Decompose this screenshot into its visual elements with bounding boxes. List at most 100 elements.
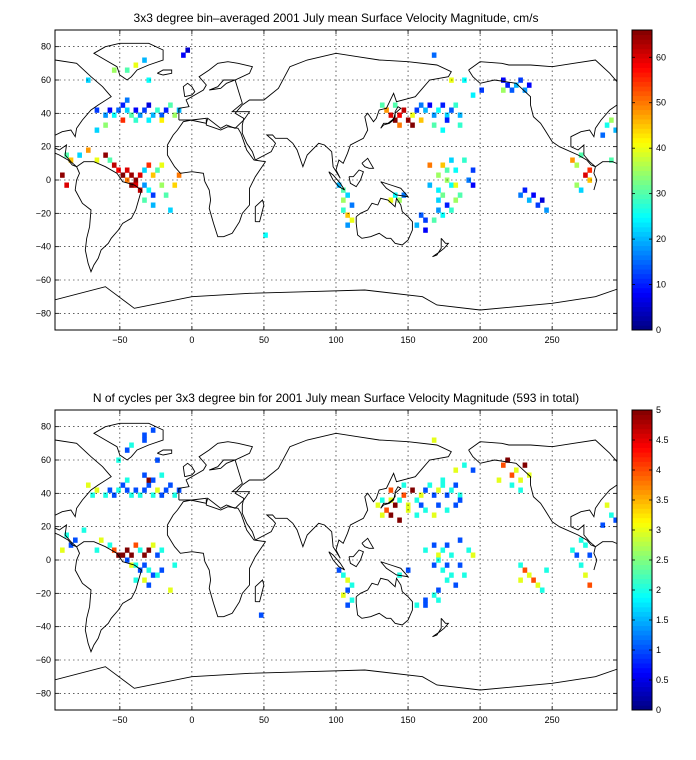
x-tick-label: 100 [328, 335, 343, 345]
colorbar-swatch [632, 95, 652, 101]
colorbar-swatch [632, 231, 652, 237]
colorbar-swatch [632, 198, 652, 204]
coastline [361, 537, 375, 549]
heatmap-cell [345, 587, 350, 593]
heatmap-cell [159, 547, 165, 553]
heatmap-cell [609, 117, 614, 123]
coastline [355, 577, 413, 626]
colorbar-swatch [632, 109, 652, 115]
heatmap-cell [349, 202, 355, 208]
colorbar-swatch [632, 133, 652, 139]
colorbar-swatch [632, 616, 652, 622]
heatmap-cell [150, 477, 156, 483]
colorbar-swatch [632, 550, 652, 556]
colorbar-swatch [632, 588, 652, 594]
colorbar-swatch [632, 564, 652, 570]
colorbar-swatch [632, 34, 652, 40]
heatmap-cell [431, 512, 437, 518]
colorbar-swatch [632, 499, 652, 505]
colorbar-swatch [632, 250, 652, 256]
heatmap-cell [137, 492, 143, 498]
coastline [328, 551, 345, 571]
grid-lines [55, 410, 617, 710]
heatmap-cell [531, 192, 536, 198]
heatmap-cell [142, 552, 147, 558]
heatmap-cell [85, 482, 91, 488]
heatmap-cell [444, 562, 450, 568]
heatmap-cell [574, 162, 580, 168]
colorbar-swatch [632, 635, 652, 641]
colorbar-swatch [632, 705, 652, 711]
colorbar-swatch [632, 560, 652, 566]
colorbar-swatch [632, 311, 652, 317]
heatmap-cell [418, 492, 424, 498]
heatmap-cell [77, 152, 82, 158]
heatmap-cell [159, 567, 165, 573]
colorbar-swatch [632, 620, 652, 627]
coastline [593, 166, 598, 191]
heatmap-cell [414, 107, 420, 113]
coastline [593, 546, 598, 571]
heatmap-cell [427, 482, 433, 488]
top-velocity-panel: 3x3 degree bin–averaged 2001 July mean S… [36, 11, 666, 345]
colorbar-swatch [632, 541, 652, 547]
heatmap-cell [85, 147, 91, 153]
coastline [432, 618, 450, 638]
heatmap-cell [150, 192, 156, 198]
colorbar-swatch [632, 67, 652, 73]
colorbar-swatch [632, 287, 652, 293]
heatmap-cell [440, 477, 446, 483]
colorbar-tick-label: 0 [656, 325, 661, 335]
heatmap-cell [436, 502, 441, 508]
colorbar-swatch [632, 320, 652, 326]
colorbar-swatch [632, 574, 652, 580]
y-tick-label: 0 [46, 555, 51, 565]
heatmap-cell [146, 547, 152, 553]
heatmap-cells [60, 47, 617, 238]
x-tick-label: 50 [259, 715, 269, 725]
heatmap-cell [418, 102, 424, 108]
colorbar-swatch [632, 165, 652, 172]
colorbar-swatch [632, 58, 652, 64]
colorbar-swatch [632, 39, 652, 45]
heatmap-cell [440, 192, 446, 198]
heatmap-cell [68, 542, 74, 548]
heatmap-cell [470, 182, 476, 188]
heatmap-cell [159, 472, 165, 478]
heatmap-cell [457, 537, 463, 543]
heatmap-cell [401, 192, 407, 198]
heatmap-cell [509, 87, 515, 93]
heatmap-cell [107, 542, 113, 548]
heatmap-cell [94, 157, 100, 163]
coastline [178, 61, 254, 129]
heatmap-cell [124, 167, 130, 173]
heatmap-cell [449, 182, 454, 188]
colorbar-swatch [632, 686, 652, 692]
heatmap-cell [613, 517, 617, 523]
heatmap-cell [181, 52, 186, 58]
heatmap-cell [133, 117, 139, 123]
heatmap-cell [345, 192, 350, 198]
heatmap-cell [172, 112, 178, 118]
heatmap-cell [531, 577, 536, 583]
heatmap-cell [440, 127, 446, 133]
heatmap-cell [388, 112, 394, 118]
y-tick-label: 60 [41, 75, 51, 85]
heatmap-cell [60, 547, 65, 553]
colorbar-swatch [632, 677, 652, 683]
heatmap-cell [449, 552, 454, 558]
grid-lines [55, 30, 617, 330]
heatmap-cell [578, 537, 584, 543]
plot-frame [54, 409, 618, 711]
heatmap-cell [336, 567, 342, 573]
colorbar-swatch [632, 315, 652, 322]
heatmap-cell [462, 77, 467, 83]
y-tick-label: −60 [36, 275, 51, 285]
heatmap-cell [120, 552, 126, 558]
x-tick-label: 250 [545, 335, 560, 345]
heatmap-cell [142, 432, 147, 438]
heatmap-cell [453, 502, 459, 508]
heatmap-cell [155, 457, 160, 463]
heatmap-cell [133, 487, 139, 493]
colorbar-swatch [632, 695, 652, 702]
